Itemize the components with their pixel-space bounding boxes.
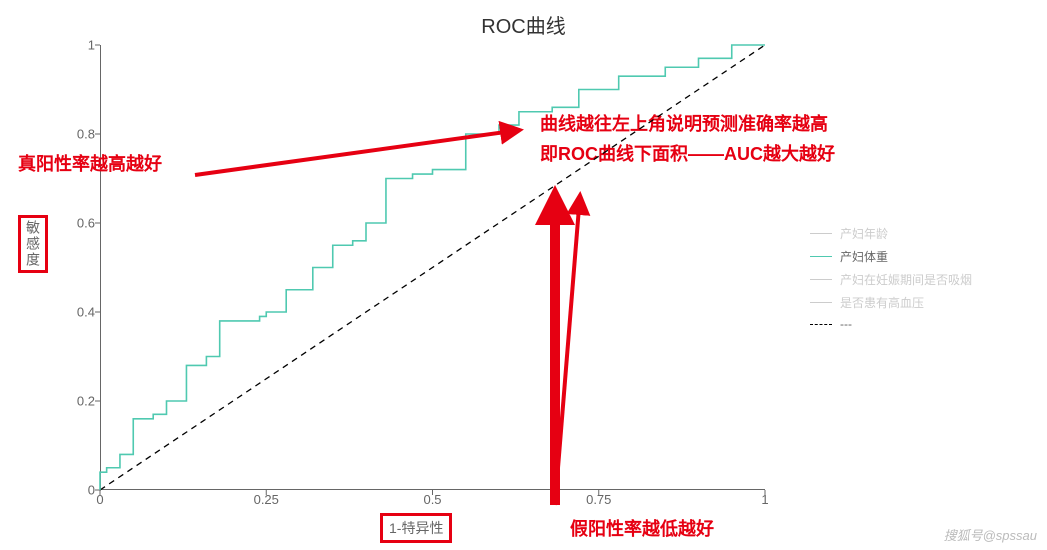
watermark: 搜狐号@spssau <box>944 525 1037 544</box>
x-tick-label: 0.5 <box>423 492 441 507</box>
y-tick-label: 0.4 <box>60 305 95 320</box>
legend-swatch-line <box>810 233 832 234</box>
legend-item[interactable]: 是否患有高血压 <box>810 294 972 311</box>
legend-swatch-line <box>810 302 832 303</box>
legend-label: 产妇体重 <box>840 248 888 265</box>
y-axis-ticks: 00.20.40.60.81 <box>60 45 95 490</box>
x-tick-label: 0.75 <box>586 492 611 507</box>
legend: 产妇年龄产妇体重产妇在妊娠期间是否吸烟是否患有高血压 --- <box>810 225 972 337</box>
legend-label: 产妇在妊娠期间是否吸烟 <box>840 271 972 288</box>
chart-container: ROC曲线 0 0.2 0.4 0.6 0.8 1 0 0.25 0.5 0.75 1 敏感度 1… <box>0 0 1047 550</box>
y-tick-label: 1 <box>60 38 95 53</box>
legend-label: --- <box>840 317 852 331</box>
chart-title: ROC曲线 <box>0 10 1047 39</box>
x-axis-ticks: 00.250.50.751 <box>100 492 765 512</box>
legend-item[interactable]: 产妇在妊娠期间是否吸烟 <box>810 271 972 288</box>
y-tick-label: 0.2 <box>60 394 95 409</box>
y-tick-label: 0.8 <box>60 127 95 142</box>
x-axis-label-box: 1-特异性 <box>380 513 452 543</box>
y-tick-label: 0 <box>60 483 95 498</box>
legend-label: 是否患有高血压 <box>840 294 924 311</box>
annotation-true-positive: 真阳性率越高越好 <box>18 150 162 176</box>
legend-item[interactable]: 产妇年龄 <box>810 225 972 242</box>
x-tick-label: 0.25 <box>254 492 279 507</box>
legend-swatch-line <box>810 256 832 257</box>
legend-label: 产妇年龄 <box>840 225 888 242</box>
annotation-auc-line1: 曲线越往左上角说明预测准确率越高 <box>540 110 828 136</box>
legend-item[interactable]: 产妇体重 <box>810 248 972 265</box>
x-tick-label: 1 <box>761 492 768 507</box>
y-tick-label: 0.6 <box>60 216 95 231</box>
y-axis-label-box: 敏感度 <box>18 215 48 273</box>
legend-swatch-line <box>810 279 832 280</box>
y-axis-label: 敏感度 <box>23 220 43 268</box>
x-tick-label: 0 <box>96 492 103 507</box>
legend-swatch-dash <box>810 324 832 325</box>
legend-item[interactable]: --- <box>810 317 972 331</box>
x-axis-label: 1-特异性 <box>389 520 443 536</box>
annotation-false-positive: 假阳性率越低越好 <box>570 515 714 541</box>
annotation-auc-line2: 即ROC曲线下面积——AUC越大越好 <box>540 140 835 166</box>
